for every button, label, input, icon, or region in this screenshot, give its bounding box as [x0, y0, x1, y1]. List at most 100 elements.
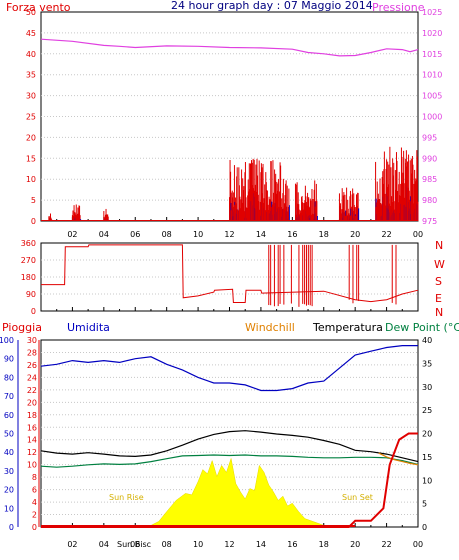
temp-tick-label: 10 — [422, 476, 432, 485]
x-tick-label: 16 — [287, 540, 297, 549]
panel1-frame — [40, 11, 419, 222]
humidity-tick-label: 0 — [9, 523, 14, 532]
rain-tick-label: 0 — [32, 523, 37, 532]
x-tick-label: 20 — [350, 230, 360, 239]
p1-left-tick-label: 40 — [26, 50, 36, 59]
p1-right-tick-label: 1015 — [422, 50, 442, 59]
p1-left-tick-label: 0 — [31, 217, 36, 226]
humidity-tick-label: 50 — [4, 430, 14, 439]
temp-tick-label: 15 — [422, 453, 432, 462]
dir-label-e: E — [435, 292, 442, 305]
temp-tick-label: 20 — [422, 430, 432, 439]
rain-tick-label: 24 — [27, 373, 37, 382]
temp-tick-label: 0 — [422, 523, 427, 532]
p1-left-tick-label: 35 — [26, 71, 36, 80]
dir-label-w: W — [434, 258, 445, 271]
series-umidita — [40, 345, 418, 392]
p1-left-tick-label: 15 — [26, 154, 36, 163]
humidity-tick-label: 10 — [4, 504, 14, 513]
temp-tick-label: 40 — [422, 336, 432, 345]
p1-left-tick-label: 25 — [26, 113, 36, 122]
x-tick-label: 02 — [67, 230, 77, 239]
rain-tick-label: 30 — [27, 336, 37, 345]
x-tick-label: 22 — [381, 540, 391, 549]
dewpoint-legend: Dew Point (°C — [385, 321, 459, 334]
x-tick-label: 08 — [162, 540, 172, 549]
temp-tick-label: 35 — [422, 359, 432, 368]
x-tick-label: 00 — [413, 540, 423, 549]
rain-tick-label: 8 — [32, 473, 37, 482]
series-dew-point — [40, 454, 419, 468]
humidity-tick-label: 30 — [4, 467, 14, 476]
x-tick-label: 18 — [319, 540, 329, 549]
p1-left-tick-label: 20 — [26, 133, 36, 142]
p1-right-tick-label: 1020 — [422, 29, 442, 38]
p2-tick-label: 90 — [26, 290, 36, 299]
p1-right-tick-label: 1025 — [422, 8, 442, 17]
p2-tick-label: 0 — [31, 307, 36, 316]
x-tick-label: 12 — [224, 540, 234, 549]
rain-tick-label: 26 — [27, 361, 37, 370]
dir-label-n-top: N — [435, 239, 443, 252]
p1-right-tick-label: 975 — [422, 217, 437, 226]
p1-right-tick-label: 1010 — [422, 71, 442, 80]
humidity-tick-label: 80 — [4, 373, 14, 382]
dir-label-n-bottom: N — [435, 306, 443, 319]
series-windchill — [378, 452, 419, 466]
p2-tick-label: 270 — [21, 256, 36, 265]
humidity-tick-label: 70 — [4, 392, 14, 401]
p1-left-tick-label: 50 — [26, 8, 36, 17]
sunset-label: Sun Set — [342, 493, 373, 502]
x-tick-label: 18 — [319, 230, 329, 239]
x-tick-label: 06 — [130, 230, 140, 239]
rain-tick-label: 4 — [32, 498, 37, 507]
x-tick-label: 00 — [413, 230, 423, 239]
sunrise-label: Sun Rise — [109, 493, 144, 502]
pressure-axis-title: Pressione — [372, 1, 425, 14]
wind-axis-title: Forza vento — [6, 1, 71, 14]
grid-layer — [17, 32, 418, 527]
x-tick-label: 06 — [130, 540, 140, 549]
x-tick-label: 10 — [193, 540, 203, 549]
p1-left-tick-label: 10 — [26, 175, 36, 184]
p1-right-tick-label: 990 — [422, 154, 437, 163]
p1-left-tick-label: 45 — [26, 29, 36, 38]
p1-right-tick-label: 1005 — [422, 92, 442, 101]
rain-tick-label: 14 — [27, 436, 37, 445]
temp-tick-label: 5 — [422, 500, 427, 509]
rain-tick-label: 22 — [27, 386, 37, 395]
humidity-tick-label: 20 — [4, 486, 14, 495]
p1-left-tick-label: 30 — [26, 92, 36, 101]
x-tick-label: 20 — [350, 540, 360, 549]
rain-tick-label: 12 — [27, 448, 37, 457]
p2-tick-label: 360 — [21, 239, 36, 248]
series-temperatura — [40, 430, 419, 463]
x-tick-label: 14 — [256, 230, 266, 239]
humidity-tick-label: 90 — [4, 355, 14, 364]
humidity-tick-label: 40 — [4, 448, 14, 457]
x-tick-label: 10 — [193, 230, 203, 239]
rain-tick-label: 16 — [27, 423, 37, 432]
x-tick-label: 02 — [67, 540, 77, 549]
chart-title: 24 hour graph day : 07 Maggio 2014 — [171, 0, 373, 12]
humidity-legend: Umidita — [67, 321, 110, 334]
dir-label-s: S — [435, 275, 442, 288]
rain-tick-label: 28 — [27, 348, 37, 357]
rain-legend: Pioggia — [2, 321, 42, 334]
p1-right-tick-label: 985 — [422, 175, 437, 184]
temp-tick-label: 30 — [422, 383, 432, 392]
humidity-tick-label: 100 — [0, 336, 14, 345]
x-tick-label: 12 — [224, 230, 234, 239]
rain-tick-label: 20 — [27, 398, 37, 407]
axis-labels-layer: 0510152025303540455097598098599099510001… — [0, 8, 442, 549]
p1-left-tick-label: 5 — [31, 196, 36, 205]
x-tick-label: 04 — [99, 540, 109, 549]
temperature-legend: Temperatura — [312, 321, 383, 334]
x-tick-label: 16 — [287, 230, 297, 239]
pressure-line — [40, 38, 419, 57]
p2-tick-label: 180 — [21, 273, 36, 282]
temp-tick-label: 25 — [422, 406, 432, 415]
p1-right-tick-label: 1000 — [422, 113, 442, 122]
